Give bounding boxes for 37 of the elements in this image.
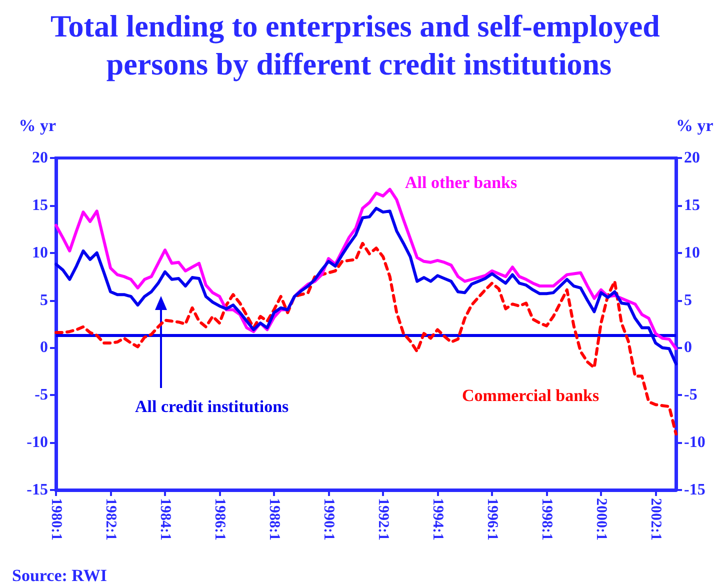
y2-tick-label: 20 <box>684 150 700 166</box>
x-tick-label: 1994:1 <box>430 498 446 540</box>
series-label: All other banks <box>405 173 518 192</box>
x-tick-label: 1998:1 <box>538 498 555 540</box>
series-label: Commercial banks <box>462 386 600 405</box>
y2-tick-label: 15 <box>684 196 700 214</box>
chart-title: Total lending to enterprises and self-employed persons by different credit institutions <box>50 8 668 82</box>
y2-tick-label: -15 <box>684 482 706 498</box>
y-tick-label: 15 <box>32 196 48 214</box>
y2-tick-label: 5 <box>684 292 692 309</box>
x-tick-label: 1982:1 <box>102 498 119 540</box>
y2-tick-label: 0 <box>684 339 692 356</box>
line-series <box>54 242 678 436</box>
y-tick-label: -10 <box>26 434 48 452</box>
y-tick-label: 20 <box>32 150 48 166</box>
y2-tick-label: -5 <box>684 386 698 404</box>
y-tick-label: 5 <box>40 292 48 309</box>
source-note: Source: RWI <box>12 566 108 585</box>
y2-tick-label: -10 <box>684 434 706 452</box>
x-tick-label: 1988:1 <box>266 498 282 540</box>
x-tick-label: 1996:1 <box>484 498 500 540</box>
text: All credit institutions <box>135 397 290 416</box>
line-series <box>54 206 678 366</box>
x-tick-label: 2002:1 <box>648 498 664 540</box>
x-tick-label: 1980:1 <box>48 498 64 540</box>
x-tick-label: 1986:1 <box>212 498 228 540</box>
y-tick-label: -5 <box>34 386 48 404</box>
x-tick-label: 1990:1 <box>320 498 337 540</box>
y-tick-label: -15 <box>26 482 48 498</box>
y2-tick-label: 10 <box>684 244 700 262</box>
x-tick-label: 1992:1 <box>375 498 392 540</box>
y-tick-label: 10 <box>32 244 48 262</box>
x-tick-label: 2000:1 <box>593 498 610 540</box>
y-tick-label: 0 <box>40 339 48 356</box>
y2-axis-title: % yr <box>676 116 714 135</box>
x-tick-label: 1984:1 <box>157 498 174 540</box>
y-axis-title: % yr <box>18 116 56 135</box>
